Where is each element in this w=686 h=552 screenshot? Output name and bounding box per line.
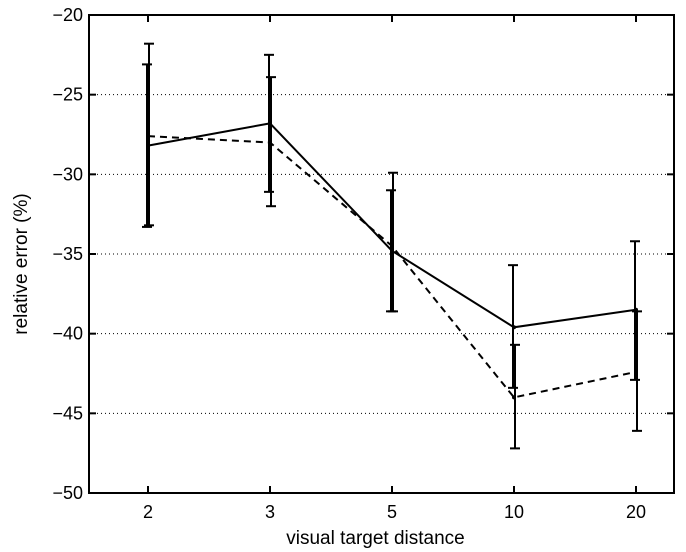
tick-layer: −50 −45 −40 −35 −30 −25 −20 2 3 5 10 20 [52, 5, 674, 522]
gridlines [89, 94, 674, 414]
y-tick-label: −30 [52, 164, 83, 184]
y-tick-label: −20 [52, 5, 83, 25]
x-axis-title: visual target distance [286, 528, 465, 549]
y-tick-label: −50 [52, 483, 83, 503]
x-tick-label: 20 [626, 502, 646, 522]
y-tick-label: −25 [52, 85, 83, 105]
y-tick-label: −40 [52, 324, 83, 344]
data-point [512, 325, 516, 330]
series-solid [142, 53, 640, 389]
data-point [390, 244, 394, 249]
data-point [146, 134, 150, 139]
series-dashed [144, 42, 642, 450]
y-tick-label: −35 [52, 244, 83, 264]
y-axis-title: relative error (%) [11, 193, 32, 334]
data-point [512, 395, 516, 400]
x-tick-label: 2 [143, 502, 153, 522]
data-point [268, 140, 272, 145]
data-point [634, 369, 638, 374]
x-tick-label: 5 [387, 502, 397, 522]
x-tick-label: 10 [504, 502, 524, 522]
series-layer [142, 42, 642, 450]
y-tick-label: −45 [52, 403, 83, 423]
x-tick-label: 3 [265, 502, 275, 522]
